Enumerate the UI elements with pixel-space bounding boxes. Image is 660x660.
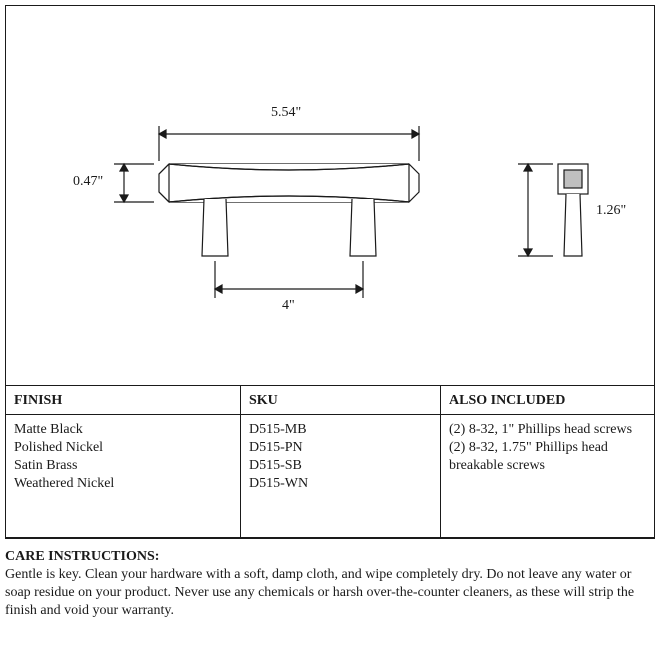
dim-center-to-center xyxy=(215,261,363,298)
finish-column: FINISH Matte Black Polished Nickel Satin… xyxy=(6,386,241,537)
diagram-svg xyxy=(6,6,654,384)
label-bar-height: 0.47" xyxy=(73,174,103,190)
care-body: Gentle is key. Clean your hardware with … xyxy=(5,566,655,620)
finish-item: Weathered Nickel xyxy=(14,475,232,493)
label-post-height: 1.26" xyxy=(596,203,626,219)
dim-post-height xyxy=(518,164,553,256)
finish-item: Satin Brass xyxy=(14,457,232,475)
label-width-overall: 5.54" xyxy=(271,105,301,121)
dim-bar-height xyxy=(114,164,154,202)
finish-item: Polished Nickel xyxy=(14,439,232,457)
sku-item: D515-PN xyxy=(249,439,432,457)
handle-end-view xyxy=(558,164,588,256)
included-column: ALSO INCLUDED (2) 8-32, 1" Phillips head… xyxy=(441,386,654,537)
care-instructions: CARE INSTRUCTIONS: Gentle is key. Clean … xyxy=(5,539,655,626)
included-item: (2) 8-32, 1.75" Phillips head xyxy=(449,439,646,457)
sku-item: D515-MB xyxy=(249,421,432,439)
finish-header: FINISH xyxy=(6,386,240,415)
included-body: (2) 8-32, 1" Phillips head screws (2) 8-… xyxy=(441,415,654,537)
included-item: (2) 8-32, 1" Phillips head screws xyxy=(449,421,646,439)
spec-table: FINISH Matte Black Polished Nickel Satin… xyxy=(6,386,654,538)
care-title: CARE INSTRUCTIONS: xyxy=(5,548,655,566)
sku-column: SKU D515-MB D515-PN D515-SB D515-WN xyxy=(241,386,441,537)
spec-sheet: 5.54" 0.47" 4" 1.26" FINISH Matte Black … xyxy=(5,5,655,539)
dimension-diagram: 5.54" 0.47" 4" 1.26" xyxy=(6,6,654,386)
finish-body: Matte Black Polished Nickel Satin Brass … xyxy=(6,415,240,537)
sku-header: SKU xyxy=(241,386,440,415)
included-header: ALSO INCLUDED xyxy=(441,386,654,415)
sku-item: D515-WN xyxy=(249,475,432,493)
handle-front-view xyxy=(159,164,419,256)
finish-item: Matte Black xyxy=(14,421,232,439)
sku-body: D515-MB D515-PN D515-SB D515-WN xyxy=(241,415,440,537)
included-item: breakable screws xyxy=(449,457,646,475)
sku-item: D515-SB xyxy=(249,457,432,475)
label-center-to-center: 4" xyxy=(282,298,295,314)
dim-width-overall xyxy=(159,126,419,161)
